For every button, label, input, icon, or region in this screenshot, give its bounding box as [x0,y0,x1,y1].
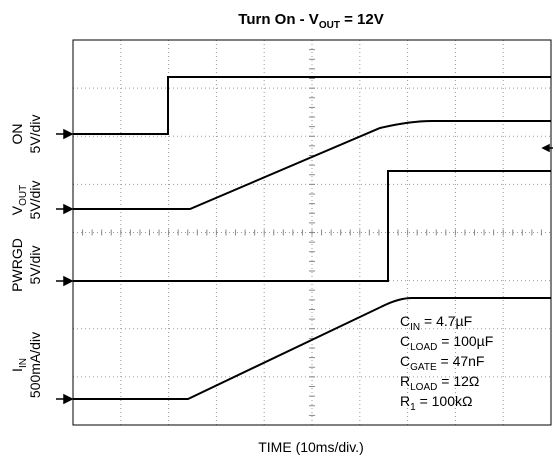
note: CGATE = 47nF [400,353,484,373]
on-trace [73,76,551,135]
chart-title: Turn On - VOUT = 12V [238,11,383,31]
title-rest: = 12V [340,11,384,28]
x-axis-label: TIME (10ms/div.) [258,439,364,455]
note-symbol: C [400,353,410,369]
plot-frame [72,39,552,426]
channel-markers [56,128,553,405]
note: RLOAD = 12Ω [400,373,479,393]
note-value: = 4.7µF [420,313,472,329]
note-sub: IN [410,322,420,333]
note-sub: GATE [410,362,437,373]
channel-name: VOUT [9,185,29,215]
channel-scale: 5V/div [27,181,43,220]
note-value: = 100µF [437,333,493,349]
title-text: Turn On - V [238,11,319,28]
channel-scale: 500mA/div [27,332,43,398]
channel-name-main: ON [9,124,25,145]
channel-name: PWRGD [9,238,25,292]
note: CLOAD = 100µF [400,333,493,353]
note-value: = 100kΩ [416,393,473,409]
note: CIN = 4.7µF [400,313,472,333]
note-sub: 1 [410,402,416,413]
channel-name-sub: OUT [18,185,29,206]
note: R1 = 100kΩ [400,393,472,413]
note-symbol: R [400,373,410,389]
channel-name: IIN [9,358,29,372]
channel-name-main: PWRGD [9,238,25,292]
channel-scale: 5V/div [27,115,43,154]
note-sub: LOAD [410,382,437,393]
note-value: = 12Ω [437,373,479,389]
channel-name-sub: IN [18,358,29,368]
iin-trace [73,297,551,400]
channel-name-main: I [9,368,25,372]
title-sub: OUT [319,20,340,31]
note-sub: LOAD [410,342,437,353]
channel-label: ON 5V/div [9,115,43,154]
pwrgd-trace [73,170,551,282]
vout-trace [73,120,551,210]
note-symbol: C [400,313,410,329]
channel-label: PWRGD 5V/div [9,238,43,292]
channel-name-main: V [9,205,25,215]
note-symbol: R [400,393,410,409]
note-symbol: C [400,333,410,349]
channel-name: ON [9,124,25,145]
note-value: = 47nF [437,353,485,369]
channel-scale: 5V/div [27,246,43,285]
